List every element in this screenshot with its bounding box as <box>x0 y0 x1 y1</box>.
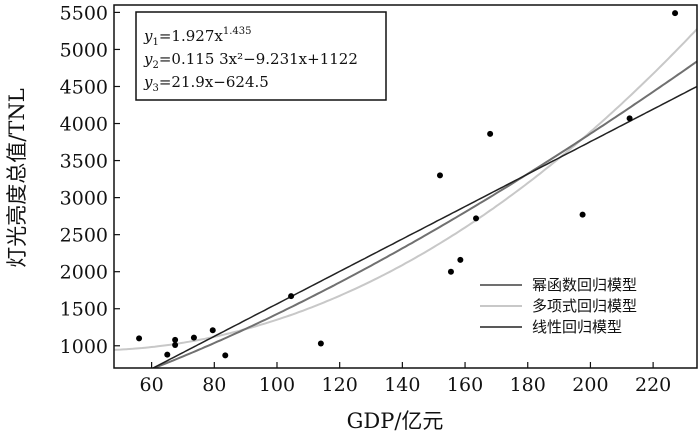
y-tick-label: 4000 <box>60 114 108 136</box>
data-point <box>626 115 633 122</box>
data-point <box>209 327 216 334</box>
data-point <box>136 335 143 342</box>
legend-label-power: 幂函数回归模型 <box>532 276 637 294</box>
data-point <box>457 256 464 263</box>
data-point <box>222 352 229 359</box>
data-point <box>436 172 443 179</box>
data-point <box>317 340 324 347</box>
data-point <box>288 293 295 300</box>
data-point <box>487 130 494 137</box>
legend-label-linear: 线性回归模型 <box>532 318 622 336</box>
equation-3: y3=21.9x−624.5 <box>143 73 269 94</box>
y-tick-label: 5000 <box>60 39 108 61</box>
x-tick-label: 60 <box>140 374 164 396</box>
x-tick-label: 80 <box>202 374 226 396</box>
data-point <box>672 10 679 17</box>
x-tick-label: 200 <box>572 374 608 396</box>
y-tick-label: 1000 <box>60 336 108 358</box>
x-axis-title: GDP/亿元 <box>347 409 444 433</box>
y-tick-label: 2500 <box>60 225 108 247</box>
data-point <box>172 342 179 349</box>
x-tick-label: 140 <box>384 374 420 396</box>
x-tick-label: 180 <box>510 374 546 396</box>
equation-box-frame <box>135 11 387 101</box>
y-tick-label: 4500 <box>60 76 108 98</box>
regression-curves <box>114 28 697 368</box>
series-line-linear <box>151 85 697 368</box>
x-tick-label: 160 <box>447 374 483 396</box>
legend: 幂函数回归模型 多项式回归模型 线性回归模型 <box>480 276 637 336</box>
data-point <box>172 336 179 343</box>
data-point <box>447 268 454 275</box>
equation-box: y1=1.927x1.435 y2=0.115 3x²−9.231x+1122 … <box>135 11 387 101</box>
x-tick-label: 100 <box>259 374 295 396</box>
legend-label-poly: 多项式回归模型 <box>532 297 637 315</box>
y-axis-title: 灯光亮度总值/TNL <box>5 88 29 267</box>
plot-layer <box>114 10 697 368</box>
data-point <box>473 215 480 222</box>
data-point <box>164 351 171 358</box>
equation-2: y2=0.115 3x²−9.231x+1122 <box>143 50 358 71</box>
plot-frame <box>113 4 698 369</box>
y-tick-label: 2000 <box>60 262 108 284</box>
x-tick-label: 220 <box>635 374 671 396</box>
y-tick-label: 3500 <box>60 151 108 173</box>
series-line-power <box>151 60 697 368</box>
equation-1: y1=1.927x1.435 <box>143 26 251 48</box>
axis-layer: 60 80 100 120 140 160 180 200 220 1000 1500 2000 250… <box>60 2 698 396</box>
scatter-points <box>136 10 679 359</box>
y-tick-label: 5500 <box>60 2 108 24</box>
y-tick-label: 3000 <box>60 188 108 210</box>
data-point <box>190 334 197 341</box>
y-tick-label: 1500 <box>60 299 108 321</box>
data-point <box>579 211 586 218</box>
x-tick-label: 120 <box>322 374 358 396</box>
